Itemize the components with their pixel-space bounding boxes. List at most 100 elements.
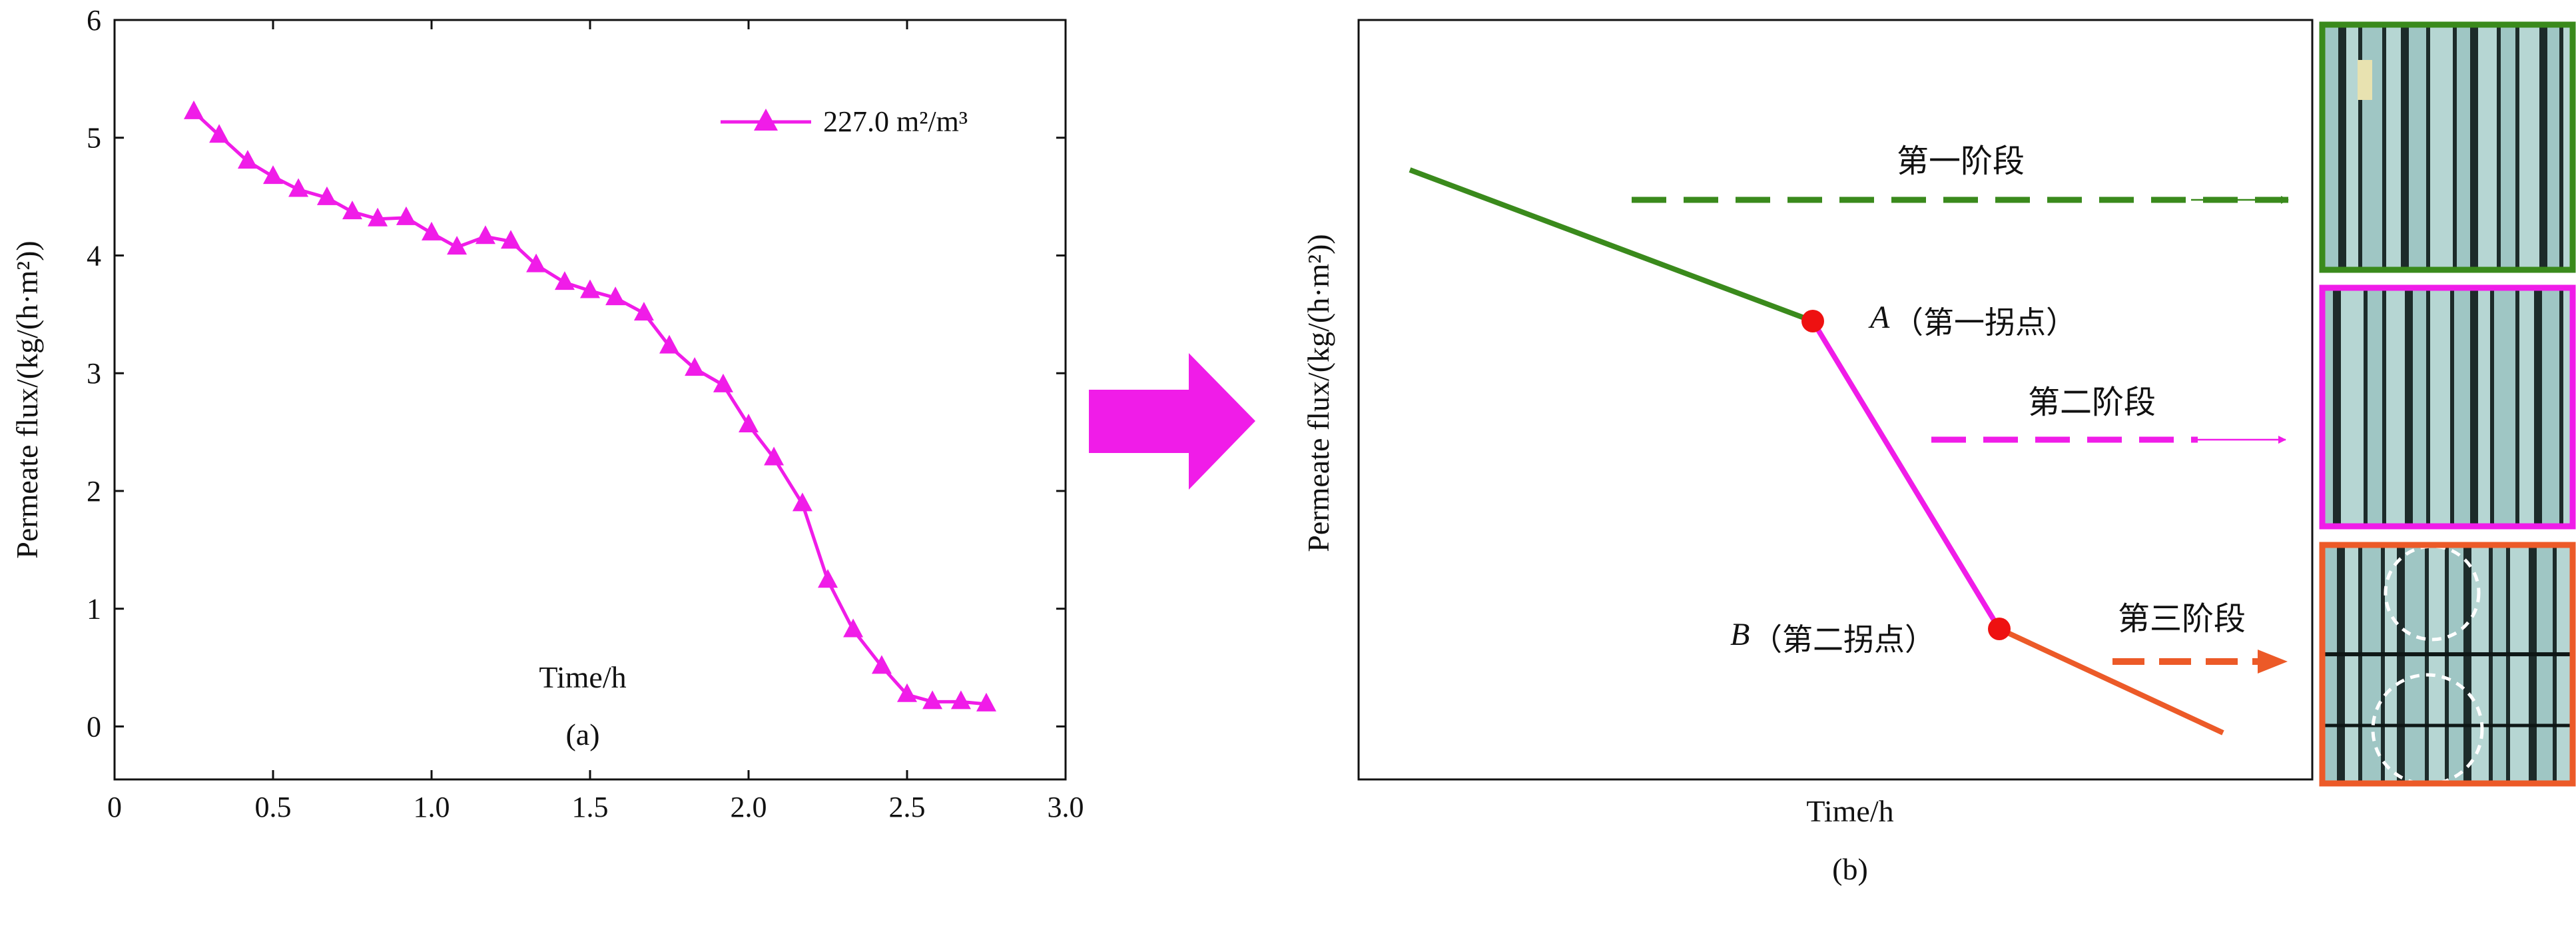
membrane-fiber — [2478, 288, 2490, 526]
data-point-marker — [316, 186, 337, 205]
inflection-point-b — [1988, 618, 2011, 640]
data-point-marker — [396, 206, 416, 225]
data-point-marker — [342, 201, 362, 220]
stage-3-arrowhead-icon — [2258, 650, 2288, 674]
membrane-fiber — [2547, 25, 2559, 270]
membrane-fiber — [2454, 288, 2470, 526]
membrane-fiber — [2519, 288, 2534, 526]
membrane-fiber — [2409, 25, 2426, 270]
membrane-fiber — [2557, 545, 2571, 783]
x-tick-label: 0.5 — [255, 791, 292, 823]
chart-a-y-ticks: 0 1 2 3 4 5 6 — [87, 4, 1066, 743]
membrane-fiber — [2386, 25, 2401, 270]
chart-a-y-axis-label: Permeate flux/(kg/(h·m²)) — [10, 240, 44, 558]
fiber-highlight — [2358, 60, 2372, 100]
membrane-fiber — [2493, 545, 2506, 783]
x-tick-label: 1.0 — [414, 791, 450, 823]
data-point-marker — [922, 690, 943, 709]
membrane-fiber — [2542, 288, 2559, 526]
chart-b-caption: (b) — [1832, 852, 1868, 886]
chart-a-legend: 227.0 m²/m³ — [721, 105, 968, 138]
membrane-fiber — [2510, 545, 2529, 783]
data-point-marker — [475, 225, 495, 244]
photo-1-frame — [2319, 21, 2576, 273]
data-point-marker — [605, 286, 626, 306]
data-point-marker — [792, 492, 812, 512]
stage-1-trend-line — [1409, 167, 1814, 324]
y-tick-label: 4 — [87, 239, 101, 272]
y-tick-label: 3 — [87, 357, 101, 390]
data-point-marker — [501, 230, 521, 249]
membrane-photo-strip — [2319, 21, 2576, 787]
data-point-marker — [685, 357, 705, 376]
inflection-a-label: （第一拐点） — [1893, 304, 2077, 340]
chart-b-y-axis-label: Permeate flux/(kg/(h·m²)) — [1301, 234, 1335, 552]
data-point-marker — [713, 373, 733, 392]
membrane-fiber — [2362, 545, 2381, 783]
photo-2-frame — [2319, 284, 2576, 530]
stage-1-label: 第一阶段 — [1897, 143, 2025, 180]
transition-arrow-icon — [1089, 353, 1255, 490]
membrane-fiber — [2386, 288, 2405, 526]
membrane-fiber — [2430, 288, 2450, 526]
data-point-marker — [897, 683, 917, 702]
y-tick-label: 2 — [87, 475, 101, 508]
y-tick-label: 6 — [87, 4, 101, 37]
membrane-fiber — [2385, 545, 2397, 783]
data-point-marker — [447, 236, 468, 255]
data-point-marker — [288, 178, 309, 197]
membrane-fiber — [2537, 545, 2553, 783]
stage-2-label: 第二阶段 — [2028, 384, 2156, 421]
inflection-b-letter: B — [1730, 617, 1750, 652]
x-tick-label: 1.5 — [572, 791, 609, 823]
membrane-fiber — [2413, 288, 2426, 526]
membrane-fiber — [2519, 25, 2539, 270]
legend-marker-icon — [754, 109, 778, 131]
legend-label: 227.0 m²/m³ — [823, 105, 968, 138]
chart-b-plot-frame — [1357, 19, 2314, 781]
y-tick-label: 0 — [87, 710, 101, 743]
x-tick-label: 0 — [107, 791, 122, 823]
data-point-marker — [526, 253, 547, 272]
chart-a-caption: (a) — [565, 717, 599, 751]
data-point-marker — [871, 655, 892, 674]
data-point-marker — [554, 271, 575, 290]
membrane-fiber — [2494, 288, 2515, 526]
data-point-marker — [659, 334, 679, 354]
photo-3-frame — [2319, 542, 2576, 787]
membrane-photo-stage-3 — [2319, 542, 2576, 787]
fouling-streak — [2322, 723, 2573, 727]
chart-a-markers — [184, 100, 996, 711]
data-point-marker — [843, 618, 864, 638]
membrane-fiber — [2457, 25, 2470, 270]
membrane-fiber — [2478, 25, 2497, 270]
y-tick-label: 1 — [87, 593, 101, 626]
membrane-fiber — [2429, 545, 2445, 783]
membrane-fiber — [2346, 25, 2358, 270]
data-point-marker — [237, 150, 258, 169]
fouling-highlight-circle — [2384, 544, 2481, 642]
membrane-fiber — [2368, 288, 2382, 526]
stage-3-trend-line — [1998, 626, 2224, 735]
membrane-fiber — [2341, 288, 2364, 526]
chart-a-x-axis-label: Time/h — [539, 660, 626, 694]
membrane-fiber — [2345, 545, 2358, 783]
inflection-b-label: （第二拐点） — [1752, 622, 1935, 658]
data-point-marker — [818, 569, 838, 588]
data-point-marker — [633, 302, 654, 321]
data-point-marker — [368, 207, 388, 227]
data-point-marker — [422, 221, 442, 240]
data-point-marker — [184, 100, 204, 119]
chart-b: A （第一拐点） B （第二拐点） 第一阶段 第二阶段 第三阶段 Time/h … — [1301, 19, 2314, 886]
data-point-marker — [739, 414, 759, 432]
data-point-marker — [580, 279, 600, 298]
membrane-fiber — [2471, 545, 2489, 783]
fouling-streak — [2322, 652, 2573, 657]
data-point-marker — [950, 690, 971, 709]
data-point-marker — [209, 124, 230, 143]
chart-a-series-line — [192, 111, 987, 706]
x-tick-label: 2.5 — [889, 791, 926, 823]
x-tick-label: 2.0 — [731, 791, 767, 823]
